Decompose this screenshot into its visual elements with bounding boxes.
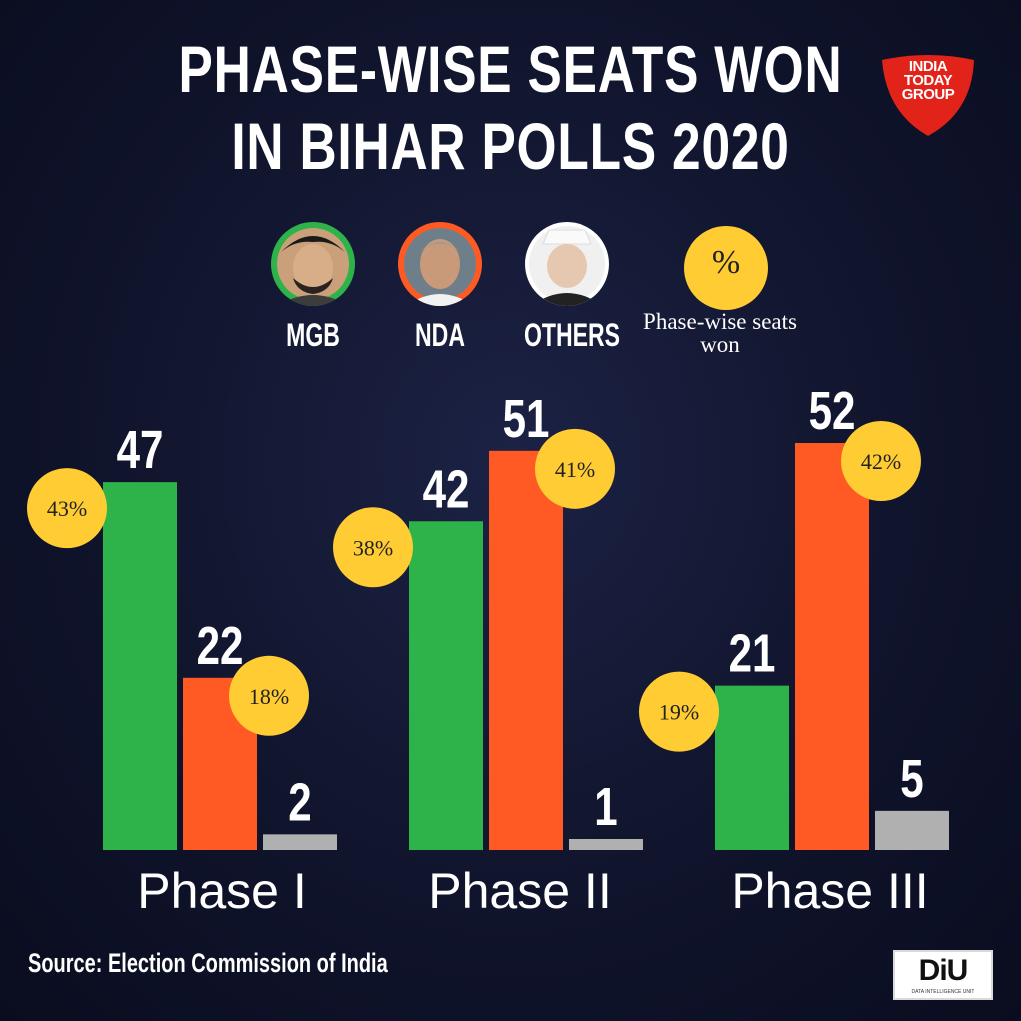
- legend-percent-circle: %: [684, 226, 768, 310]
- bar-others-3: [875, 810, 949, 850]
- percent-badge: [229, 655, 309, 736]
- percent-badge: [333, 507, 413, 588]
- source-note: Source: Election Commission of India: [28, 948, 388, 978]
- value-label-mgb-3: 21: [729, 624, 776, 684]
- value-label-nda-1: 22: [197, 616, 244, 676]
- bar-others-1: [263, 834, 337, 850]
- chart-title-line-2: IN BIHAR POLLS 2020: [231, 109, 790, 183]
- legend-mgb-avatar: [271, 222, 355, 306]
- percent-label: 43%: [47, 496, 87, 521]
- bar-mgb-1: [103, 482, 177, 850]
- value-label-nda-2: 51: [503, 389, 550, 449]
- bar-others-2: [569, 839, 643, 850]
- percent-badge: [841, 421, 921, 501]
- percent-label: 38%: [353, 535, 393, 560]
- category-label-2: Phase II: [428, 863, 611, 919]
- percent-label: 18%: [249, 684, 289, 709]
- legend-percent-symbol: %: [711, 244, 741, 281]
- percent-label: 41%: [555, 457, 595, 482]
- diu-logo: DiU DATA INTELLIGENCE UNIT: [893, 950, 993, 1000]
- value-label-others-2: 1: [594, 777, 617, 837]
- diu-logo-text: DiU: [918, 954, 969, 987]
- percent-badge: [535, 428, 615, 509]
- bar-nda-2: [489, 450, 563, 850]
- bar-mgb-3: [715, 685, 789, 850]
- diu-logo-subtext: DATA INTELLIGENCE UNIT: [911, 989, 975, 995]
- india-today-logo-text: INDIA TODAY GROUP: [901, 58, 955, 103]
- value-label-nda-3: 52: [809, 381, 856, 441]
- legend-label-percent: Phase-wise seats won: [643, 309, 797, 357]
- value-label-others-1: 2: [288, 772, 311, 832]
- bar-nda-3: [795, 443, 869, 850]
- legend-label-others: OTHERS: [523, 317, 621, 353]
- bar-mgb-2: [409, 521, 483, 850]
- value-label-mgb-2: 42: [423, 459, 470, 519]
- value-label-mgb-1: 47: [117, 420, 164, 480]
- person-photo-icon: [529, 226, 605, 306]
- percent-badge: [639, 671, 719, 752]
- person-photo-icon: [404, 228, 476, 306]
- chart-title-line-1: PHASE-WISE SEATS WON: [178, 32, 843, 106]
- india-today-logo-icon: [882, 55, 974, 136]
- legend-nda-avatar: [398, 222, 482, 306]
- percent-badge: [27, 468, 107, 549]
- legend-label-mgb: MGB: [286, 317, 340, 353]
- value-label-others-3: 5: [900, 749, 923, 809]
- person-photo-icon: [277, 228, 349, 306]
- legend-label-nda: NDA: [415, 317, 465, 353]
- percent-label: 19%: [659, 700, 699, 725]
- category-label-3: Phase III: [731, 863, 928, 919]
- legend-others-avatar: [525, 222, 609, 306]
- category-label-1: Phase I: [137, 863, 307, 919]
- percent-label: 42%: [861, 449, 901, 474]
